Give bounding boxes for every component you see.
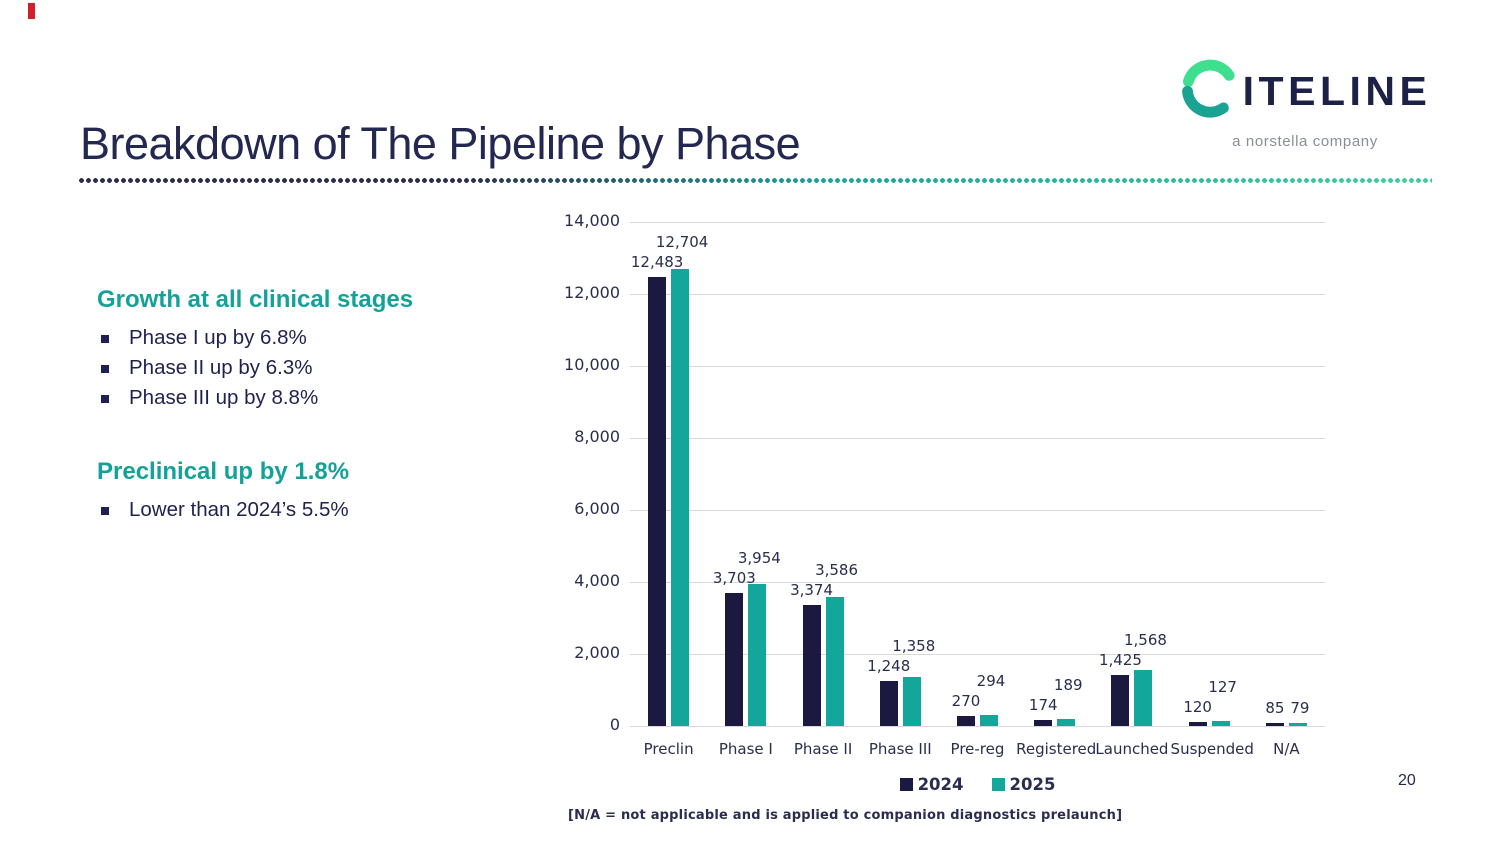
gridline: [630, 366, 1325, 367]
section-preclinical: Preclinical up by 1.8% Lower than 2024’s…: [97, 457, 537, 525]
bar-2025-N/A: [1288, 723, 1307, 726]
data-label-2025-Phase I: 3,954: [737, 548, 781, 567]
legend-swatch-icon: [991, 778, 1005, 791]
bar-2025-Phase I: [748, 583, 767, 726]
y-axis-tick-label: 14,000: [564, 211, 620, 230]
section-heading: Growth at all clinical stages: [97, 286, 414, 313]
x-axis-label-Phase I: Phase I: [718, 740, 773, 758]
x-axis-label-N/A: N/A: [1273, 740, 1300, 758]
bullet-square-icon: [101, 507, 109, 515]
data-label-2024-Pre-reg: 270: [951, 692, 981, 711]
data-label-2024-Phase II: 3,374: [790, 580, 834, 599]
data-label-2024-Phase III: 1,248: [867, 657, 911, 676]
x-axis-label-Registered: Registered: [1016, 740, 1097, 758]
gridline: [630, 510, 1325, 511]
title-divider: [78, 178, 1432, 183]
bullet-item: Phase III up by 8.8%: [97, 383, 537, 413]
gridline: [630, 654, 1325, 655]
data-label-2024-Suspended: 120: [1183, 697, 1212, 716]
y-axis-tick-label: 2,000: [574, 643, 620, 662]
bar-2025-Preclin: [671, 268, 690, 726]
bar-2024-Launched: [1111, 674, 1130, 726]
bar-2024-Phase I: [725, 592, 744, 726]
legend-item-2025: 2025: [991, 775, 1056, 794]
data-label-2025-Phase III: 1,358: [892, 637, 936, 656]
data-label-2025-N/A: 79: [1290, 699, 1310, 718]
bullet-square-icon: [101, 395, 109, 403]
red-marker: [28, 3, 35, 19]
x-axis-label-Launched: Launched: [1095, 740, 1169, 758]
x-axis-label-Phase II: Phase II: [793, 740, 853, 758]
y-axis-tick-label: 4,000: [574, 571, 620, 590]
bullet-list: Lower than 2024’s 5.5%: [97, 495, 537, 525]
bullet-text: Phase III up by 8.8%: [129, 386, 319, 409]
data-label-2025-Phase II: 3,586: [815, 560, 859, 579]
bar-2024-Suspended: [1188, 721, 1207, 726]
gridline: [630, 294, 1325, 295]
chart-legend: 2024 2025: [630, 775, 1325, 794]
x-axis-label-Suspended: Suspended: [1170, 740, 1254, 758]
bullet-text: Phase II up by 6.3%: [129, 356, 313, 379]
page-title: Breakdown of The Pipeline by Phase: [80, 118, 801, 169]
left-text-panel: Growth at all clinical stages Phase I up…: [97, 285, 537, 525]
bullet-text: Lower than 2024’s 5.5%: [129, 498, 349, 521]
data-label-2024-Preclin: 12,483: [630, 252, 684, 271]
data-label-2025-Suspended: 127: [1208, 677, 1237, 696]
gridline: [630, 582, 1325, 583]
citeline-logo-row: ITELINE: [1180, 56, 1430, 127]
y-axis-tick-label: 0: [609, 715, 620, 734]
bullet-item: Phase II up by 6.3%: [97, 353, 537, 383]
gridline: [630, 726, 1325, 727]
y-axis-tick-label: 10,000: [564, 355, 620, 374]
bullet-square-icon: [101, 335, 109, 343]
bar-2025-Suspended: [1211, 721, 1230, 726]
legend-item-2024: 2024: [899, 775, 964, 794]
plot-area: 12,483 12,704 3,703 3,954 3,374 3,586 1,248 1,3…: [630, 222, 1325, 727]
legend-swatch-icon: [899, 778, 913, 791]
section-clinical-growth: Growth at all clinical stages Phase I up…: [97, 285, 537, 413]
gridline: [630, 222, 1325, 223]
citeline-wordmark: ITELINE: [1242, 68, 1432, 114]
x-axis-label-Preclin: Preclin: [643, 740, 694, 758]
x-axis-label-Phase III: Phase III: [868, 740, 932, 758]
bullet-item: Lower than 2024’s 5.5%: [97, 495, 537, 525]
citeline-c-icon: [1179, 56, 1241, 127]
chart-footnote: [N/A = not applicable and is applied to …: [568, 808, 1123, 823]
norstella-tagline: a norstella company: [1232, 133, 1378, 150]
gridline: [630, 438, 1325, 439]
bar-2025-Registered: [1057, 719, 1076, 726]
bar-2025-Launched: [1134, 669, 1153, 726]
bullet-text: Phase I up by 6.8%: [129, 326, 307, 349]
data-label-2025-Pre-reg: 294: [976, 672, 1006, 691]
bar-2024-Pre-reg: [957, 716, 975, 726]
data-label-2024-N/A: 85: [1265, 698, 1285, 717]
legend-label: 2024: [917, 775, 964, 794]
bullet-list: Phase I up by 6.8% Phase II up by 6.3% Pha…: [97, 323, 537, 413]
citeline-logo: ITELINE a norstella company: [1180, 56, 1430, 150]
section-heading: Preclinical up by 1.8%: [97, 458, 350, 485]
data-label-2025-Registered: 189: [1053, 675, 1083, 694]
bar-2024-Registered: [1034, 719, 1053, 726]
data-label-2024-Registered: 174: [1028, 695, 1058, 714]
bar-2024-Phase II: [802, 604, 821, 726]
y-axis-tick-label: 6,000: [574, 499, 620, 518]
bar-2024-N/A: [1265, 722, 1284, 726]
bar-2024-Preclin: [648, 276, 667, 726]
data-label-2024-Launched: 1,425: [1098, 650, 1142, 669]
bar-2025-Phase II: [825, 596, 844, 726]
data-label-2025-Launched: 1,568: [1123, 630, 1167, 649]
page-number: 20: [1398, 772, 1416, 789]
bullet-square-icon: [101, 365, 109, 373]
bar-2025-Pre-reg: [980, 715, 998, 726]
legend-label: 2025: [1009, 775, 1056, 794]
x-axis-label-Pre-reg: Pre-reg: [950, 740, 1005, 758]
bar-2024-Phase III: [879, 681, 898, 726]
y-axis-tick-label: 8,000: [574, 427, 620, 446]
bullet-item: Phase I up by 6.8%: [97, 323, 537, 353]
y-axis-tick-label: 12,000: [564, 283, 620, 302]
data-label-2025-Preclin: 12,704: [655, 232, 709, 251]
bar-2025-Phase III: [902, 677, 921, 726]
data-label-2024-Phase I: 3,703: [712, 568, 756, 587]
